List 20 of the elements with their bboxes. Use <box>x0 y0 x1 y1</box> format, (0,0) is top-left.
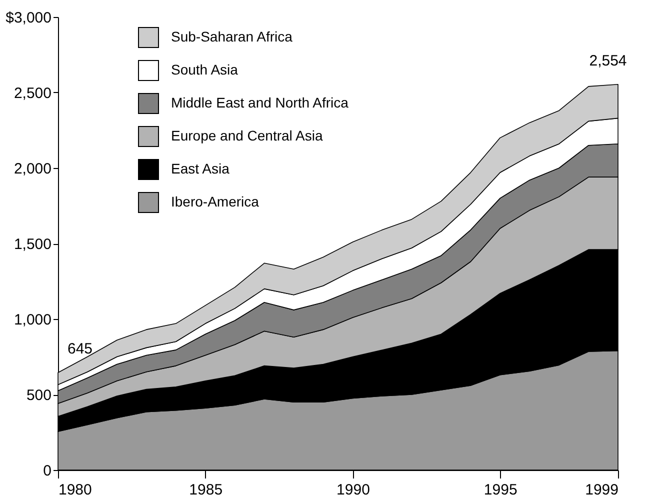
y-tick-label: 1,000 <box>14 312 52 328</box>
x-tick-label: 1985 <box>189 482 223 498</box>
y-tick-label: 1,500 <box>14 236 52 253</box>
annotation: 645 <box>67 340 93 358</box>
legend-label: Sub-Saharan Africa <box>171 28 293 44</box>
y-tick-label: 2,500 <box>14 85 52 102</box>
legend-label: Ibero-America <box>171 194 260 210</box>
y-tick-label: 500 <box>26 387 52 404</box>
legend-label: Middle East and North Africa <box>171 94 349 110</box>
annotation: 2,554 <box>589 52 627 70</box>
x-tick-label: 1980 <box>58 482 92 498</box>
x-tick-label: 1995 <box>484 482 518 498</box>
y-tick-label: $3,000 <box>6 10 52 26</box>
legend-label: East Asia <box>171 160 230 176</box>
legend-label: Europe and Central Asia <box>171 128 323 144</box>
x-tick-label: 1999 <box>585 482 618 498</box>
y-tick-label: 2,000 <box>14 160 52 178</box>
y-tick-label: 0 <box>43 462 52 480</box>
x-tick-label: 1990 <box>336 482 370 498</box>
legend-label: South Asia <box>171 62 238 78</box>
